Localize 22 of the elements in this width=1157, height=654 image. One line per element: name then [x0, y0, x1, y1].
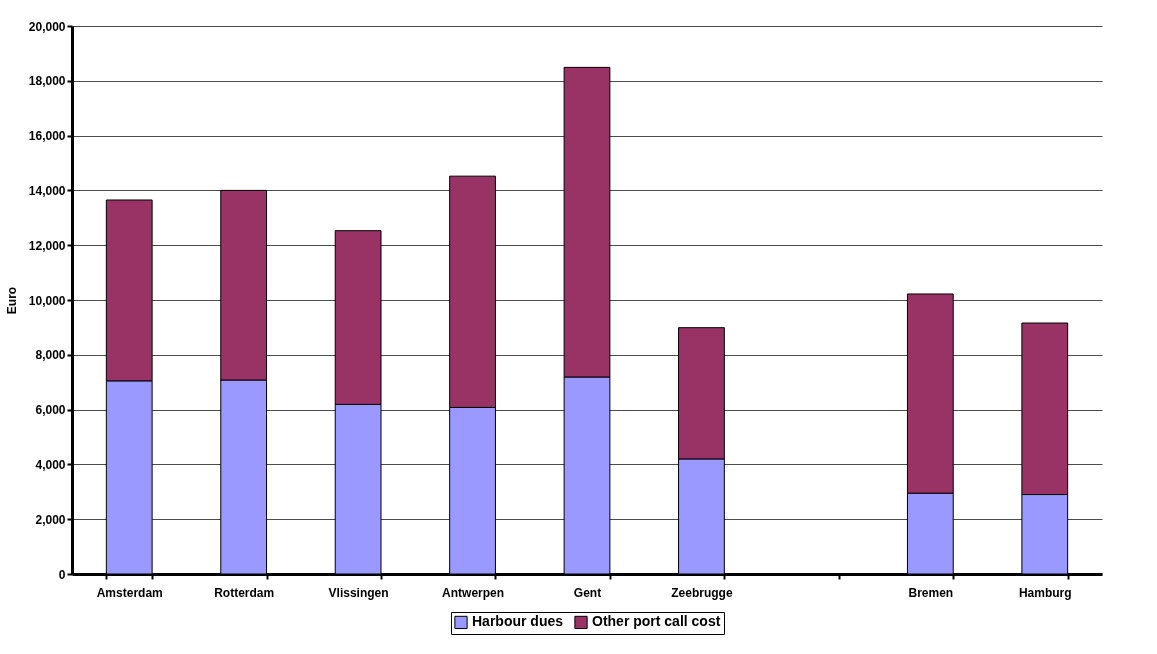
y-tick-label: 10,000	[28, 293, 66, 308]
y-tick-label: 12,000	[28, 238, 66, 253]
y-tick-label: 8,000	[35, 348, 66, 363]
x-tick-label: Vlissingen	[328, 585, 389, 600]
x-tick-label: Zeebrugge	[671, 585, 733, 600]
x-tick-label: Amsterdam	[96, 585, 163, 600]
y-tick-label: 14,000	[28, 183, 66, 198]
y-tick-label: 6,000	[35, 403, 66, 418]
y-tick-label: 18,000	[28, 74, 66, 89]
x-tick-label: Antwerpen	[442, 585, 505, 600]
y-tick-label: 4,000	[35, 457, 66, 472]
y-axis-title: Euro	[4, 286, 19, 315]
y-tick-label: 2,000	[35, 512, 66, 527]
legend-label: Other port call cost	[592, 613, 721, 630]
y-tick-label: 20,000	[28, 19, 66, 34]
x-tick-label: Gent	[573, 585, 602, 600]
y-tick-label: 0	[58, 567, 66, 582]
x-tick-label: Rotterdam	[214, 585, 275, 600]
x-tick-label: Hamburg	[1018, 585, 1072, 600]
y-tick-label: 16,000	[28, 129, 66, 144]
x-tick-label: Bremen	[908, 585, 954, 600]
legend-label: Harbour dues	[472, 613, 564, 630]
